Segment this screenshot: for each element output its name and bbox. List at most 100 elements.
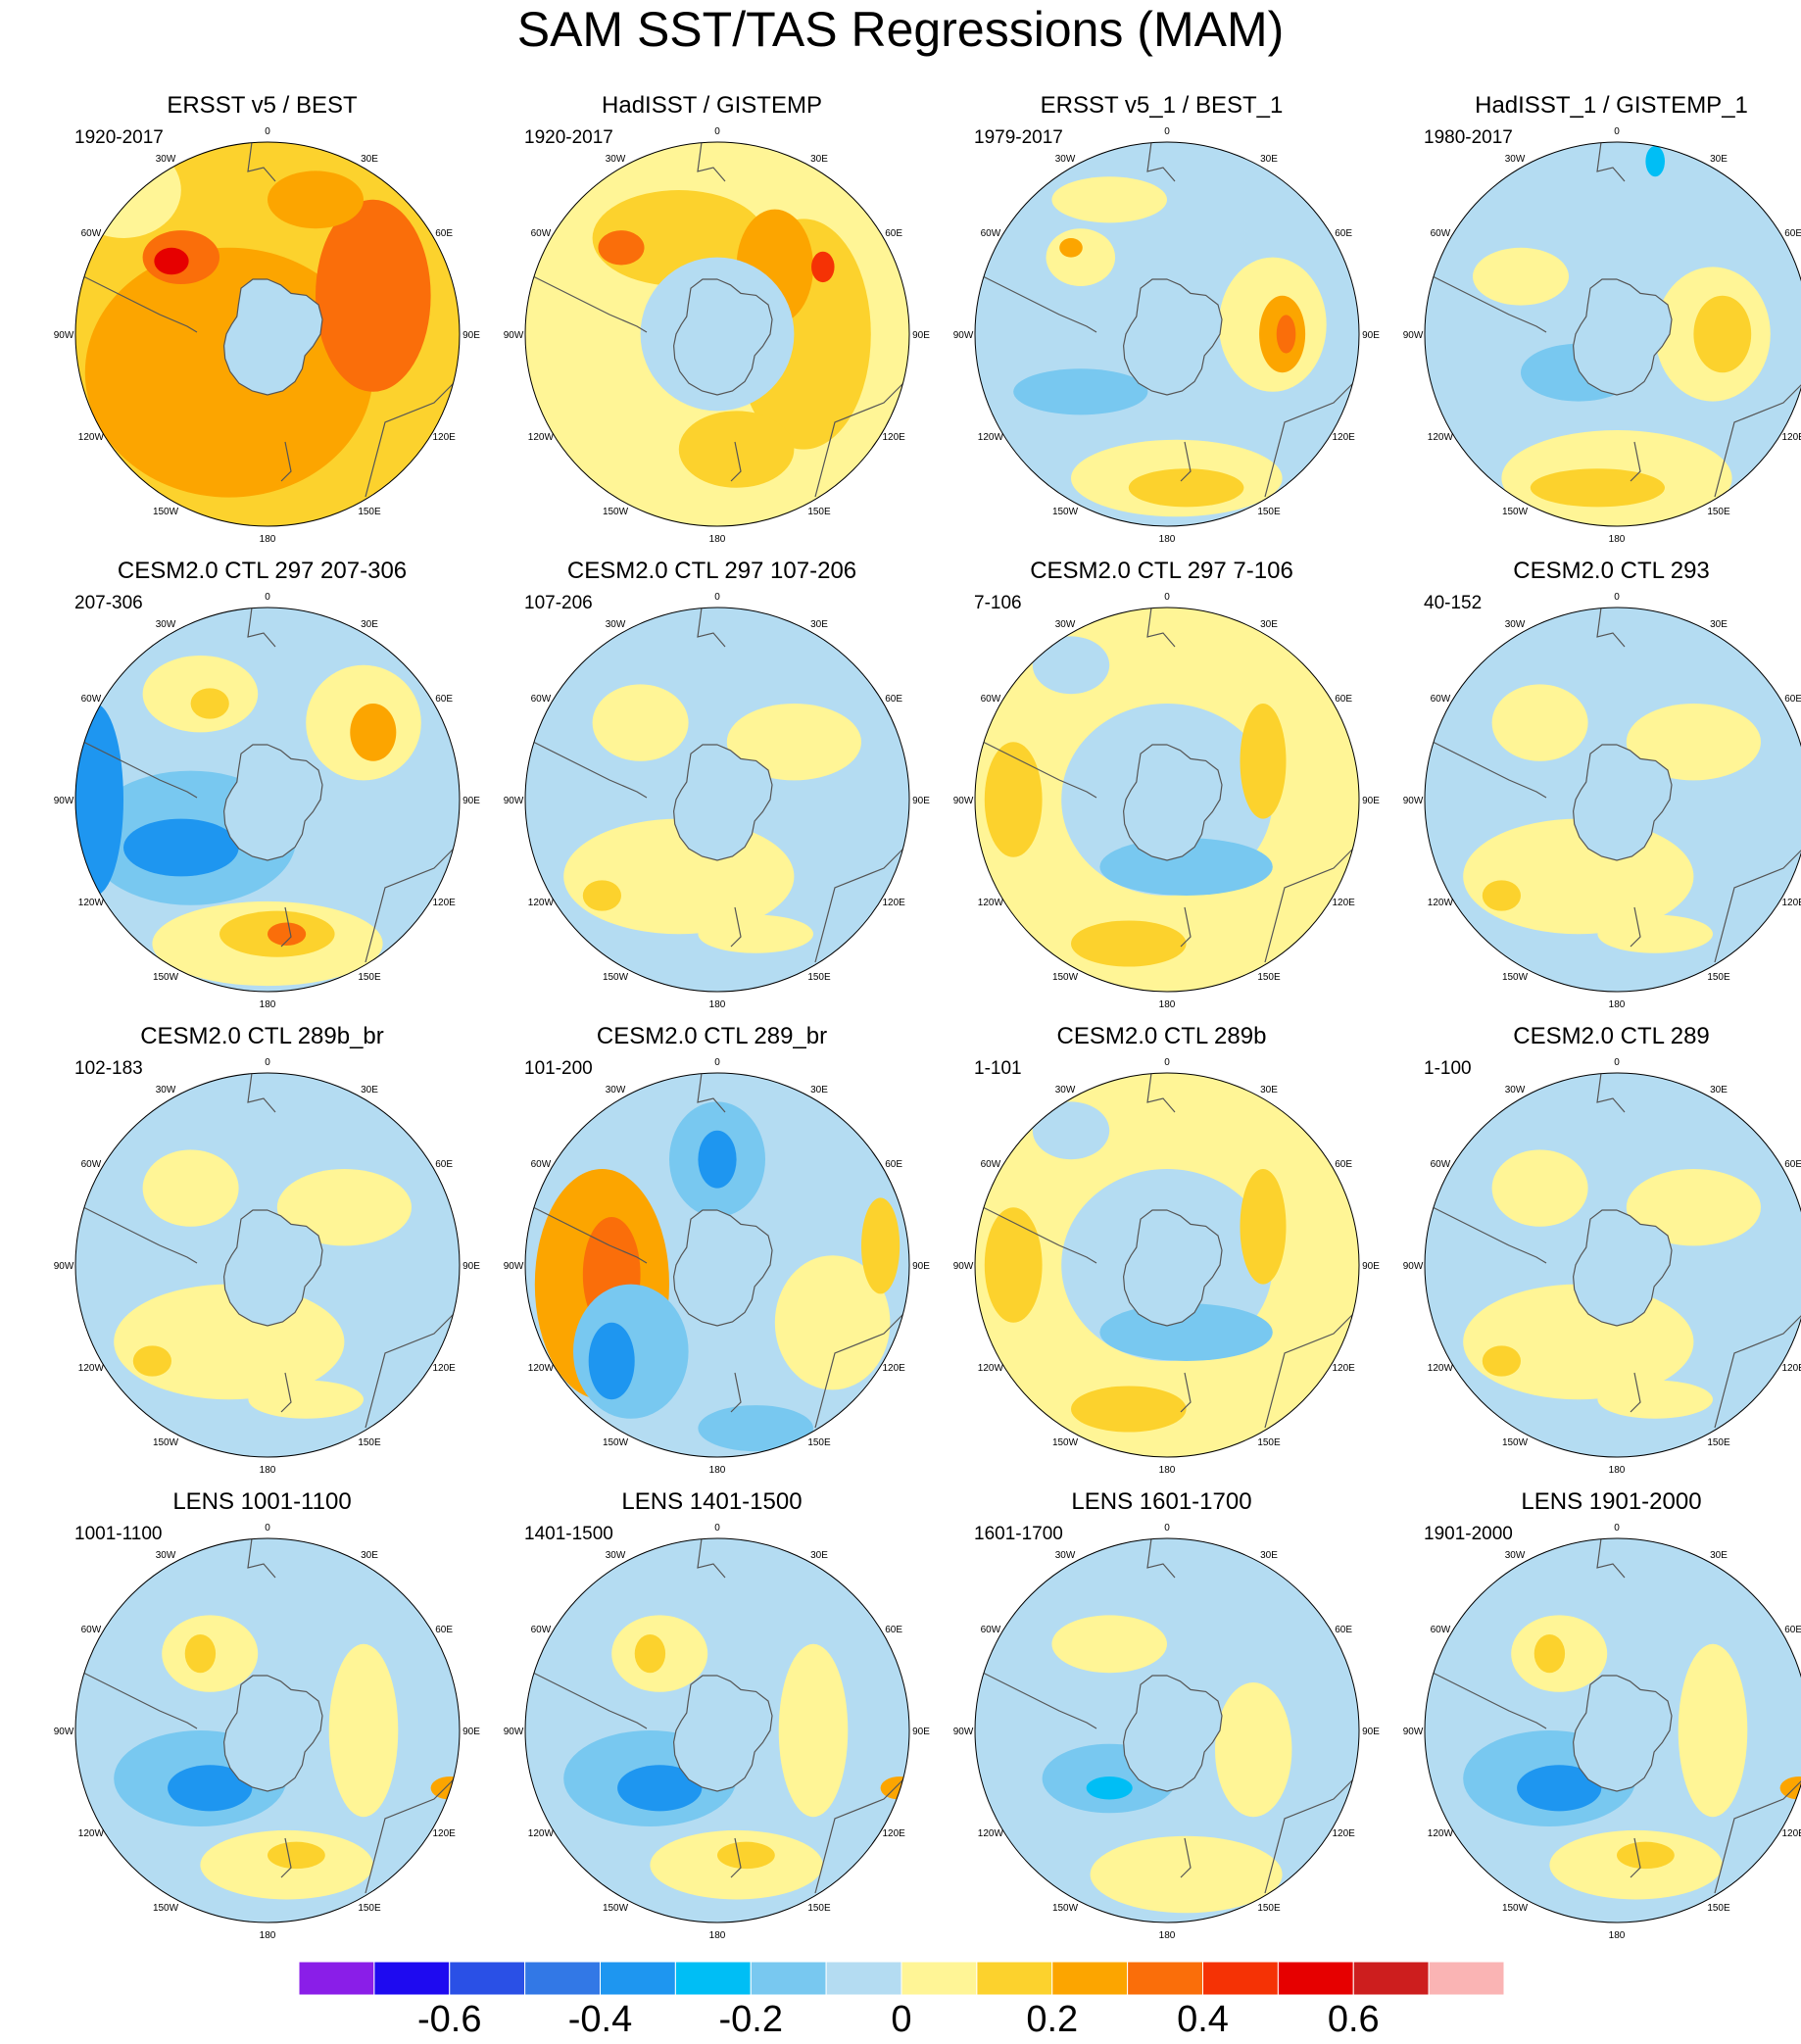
antarctica-coastline: [672, 744, 773, 861]
longitude-label: 60W: [531, 228, 552, 239]
panel-period: 1-101: [974, 1058, 1022, 1079]
longitude-label: 150E: [1257, 1437, 1281, 1448]
longitude-label: 0: [265, 592, 270, 603]
australia-coastline: [1264, 1778, 1354, 1894]
anomaly-contour: [861, 1197, 900, 1294]
panel-period: 1979-2017: [974, 127, 1063, 148]
africa-coastline: [247, 142, 276, 182]
antarctica-coastline: [222, 1675, 323, 1792]
australia-coastline: [814, 1313, 904, 1429]
map-panel: HadISST / GISTEMP 1920-2017 0 30E 60E 90E 120E…: [487, 92, 937, 557]
longitude-label: 90W: [953, 330, 974, 341]
anomaly-contour: [1517, 1765, 1602, 1812]
longitude-label: 90W: [953, 796, 974, 806]
map-border: [74, 607, 461, 993]
longitude-label: 120E: [1781, 898, 1801, 908]
longitude-label: 30E: [1710, 1550, 1728, 1561]
panel-period: 1980-2017: [1424, 127, 1513, 148]
longitude-label: 150E: [1707, 507, 1730, 517]
anomaly-contour: [430, 1776, 460, 1800]
antarctica-coastline: [1122, 1675, 1223, 1792]
australia-coastline: [365, 848, 455, 963]
longitude-label: 30W: [1055, 1550, 1076, 1561]
anomaly-contour: [1059, 238, 1083, 258]
new-zealand-coastline: [280, 1837, 292, 1878]
longitude-label: 120W: [78, 1828, 105, 1839]
longitude-label: 150W: [153, 1903, 179, 1914]
longitude-label: 30E: [1260, 619, 1278, 630]
panel-period: 102-183: [74, 1058, 143, 1079]
anomaly-contour: [268, 922, 307, 946]
longitude-label: 30W: [1055, 1085, 1076, 1095]
longitude-label: 120W: [1428, 1828, 1454, 1839]
longitude-label: 180: [709, 1930, 726, 1941]
anomaly-contour: [717, 1841, 775, 1870]
longitude-label: 150E: [1707, 1903, 1730, 1914]
longitude-label: 60W: [1431, 1625, 1451, 1635]
longitude-label: 150E: [807, 1903, 831, 1914]
map-border: [974, 141, 1360, 527]
panel-title: CESM2.0 CTL 297 207-306: [117, 558, 408, 584]
antarctica-coastline: [1572, 278, 1673, 396]
panel-title: CESM2.0 CTL 297 7-106: [1030, 558, 1293, 584]
new-zealand-coastline: [1630, 441, 1641, 482]
longitude-label: 180: [260, 1465, 276, 1476]
longitude-label: 60E: [885, 1625, 902, 1635]
map-panel: ERSST v5 / BEST 1920-2017 0 30E 60E 90E 120E 15…: [37, 92, 487, 557]
longitude-label: 150W: [1052, 1903, 1079, 1914]
anomaly-contour: [1276, 315, 1296, 354]
longitude-label: 30E: [1260, 154, 1278, 165]
longitude-label: 0: [265, 126, 270, 137]
longitude-label: 30W: [156, 1550, 176, 1561]
anomaly-contour: [634, 1634, 666, 1674]
anomaly-contour: [1617, 1841, 1675, 1870]
colorbar-swatch: [299, 1962, 375, 1996]
longitude-label: 30E: [810, 1550, 828, 1561]
africa-coastline: [1596, 608, 1626, 648]
antarctica-coastline: [1572, 744, 1673, 861]
africa-coastline: [247, 608, 276, 648]
longitude-label: 30E: [1260, 1085, 1278, 1095]
colorbar-tick-label: 0.4: [1177, 1999, 1229, 2040]
longitude-label: 30W: [606, 1085, 626, 1095]
longitude-label: 60E: [1335, 1159, 1352, 1170]
longitude-label: 180: [260, 999, 276, 1010]
longitude-label: 120W: [78, 898, 105, 908]
anomaly-contour: [1240, 704, 1287, 819]
longitude-label: 150W: [603, 1903, 629, 1914]
longitude-label: 120E: [432, 1363, 456, 1374]
colorbar-swatch: [750, 1962, 827, 1996]
longitude-label: 60E: [1784, 228, 1801, 239]
anomaly-contour: [1051, 176, 1167, 223]
anomaly-contour: [1128, 468, 1244, 508]
longitude-label: 150W: [1502, 507, 1529, 517]
africa-coastline: [697, 1538, 726, 1579]
colorbar-swatch: [373, 1962, 451, 1996]
map-panel: CESM2.0 CTL 289b_br 102-183 0 30E 60E 90E 120E…: [37, 1023, 487, 1487]
longitude-label: 30E: [1710, 619, 1728, 630]
antarctica-coastline: [672, 1675, 773, 1792]
map-border: [974, 1072, 1360, 1458]
new-zealand-coastline: [280, 441, 292, 482]
anomaly-contour: [350, 704, 397, 761]
longitude-label: 150E: [807, 507, 831, 517]
anomaly-contour: [1051, 1615, 1167, 1674]
australia-coastline: [365, 1778, 455, 1894]
anomaly-contour: [880, 1776, 909, 1800]
longitude-label: 90W: [504, 1727, 524, 1737]
antarctica-coastline: [1122, 744, 1223, 861]
longitude-label: 120E: [1332, 1363, 1355, 1374]
longitude-label: 150E: [1257, 507, 1281, 517]
anomaly-contour: [184, 1634, 217, 1674]
longitude-label: 60W: [981, 1625, 1001, 1635]
longitude-label: 150W: [153, 1437, 179, 1448]
longitude-label: 30E: [810, 1085, 828, 1095]
south-america-coastline: [1430, 740, 1547, 799]
longitude-label: 90W: [54, 796, 74, 806]
longitude-label: 150E: [1257, 972, 1281, 983]
anomaly-contour: [1533, 1634, 1566, 1674]
panel-period: 1920-2017: [74, 127, 164, 148]
africa-coastline: [247, 1538, 276, 1579]
